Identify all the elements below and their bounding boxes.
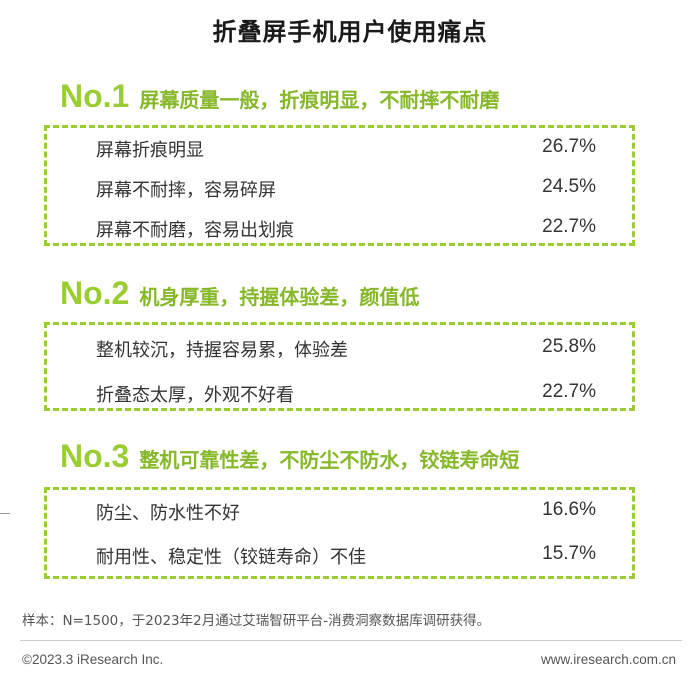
website-link[interactable]: www.iresearch.com.cn: [540, 652, 676, 667]
row-value: 16.6%: [542, 499, 596, 520]
section-heading-1: No.1 屏幕质量一般，折痕明显，不耐摔不耐磨: [60, 78, 499, 115]
footer-divider: [20, 640, 682, 641]
section-rank: No.3: [60, 438, 130, 474]
row-label: 耐用性、稳定性（铰链寿命）不佳: [96, 547, 366, 568]
footnote: 样本：N=1500，于2023年2月通过艾瑞智研平台-消费洞察数据库调研获得。: [22, 613, 491, 629]
row-label: 屏幕不耐摔，容易碎屏: [96, 180, 276, 201]
page-title: 折叠屏手机用户使用痛点: [212, 18, 488, 46]
row-value: 25.8%: [542, 336, 596, 357]
section-rank: No.1: [60, 78, 130, 114]
row-value: 24.5%: [542, 176, 596, 197]
row-label: 屏幕不耐磨，容易出划痕: [96, 220, 294, 241]
section-headline: 屏幕质量一般，折痕明显，不耐摔不耐磨: [139, 88, 500, 112]
row-label: 整机较沉，持握容易累，体验差: [96, 340, 348, 361]
section-box-3: [44, 487, 635, 579]
section-heading-2: No.2 机身厚重，持握体验差，颜值低: [60, 275, 419, 312]
section-headline: 整机可靠性差，不防尘不防水，铰链寿命短: [139, 448, 520, 472]
section-rank: No.2: [60, 275, 130, 311]
section-box-2: [44, 322, 635, 411]
row-label: 防尘、防水性不好: [96, 503, 240, 524]
section-headline: 机身厚重，持握体验差，颜值低: [139, 285, 420, 309]
edge-tick-mark: [0, 513, 10, 514]
row-value: 22.7%: [542, 216, 596, 237]
row-value: 15.7%: [542, 543, 596, 564]
section-heading-3: No.3 整机可靠性差，不防尘不防水，铰链寿命短: [60, 438, 519, 475]
row-label: 屏幕折痕明显: [96, 140, 204, 161]
section-box-1: [44, 125, 635, 246]
row-label: 折叠态太厚，外观不好看: [96, 385, 294, 406]
copyright: ©2023.3 iResearch Inc.: [22, 652, 164, 667]
row-value: 22.7%: [542, 381, 596, 402]
row-value: 26.7%: [542, 136, 596, 157]
